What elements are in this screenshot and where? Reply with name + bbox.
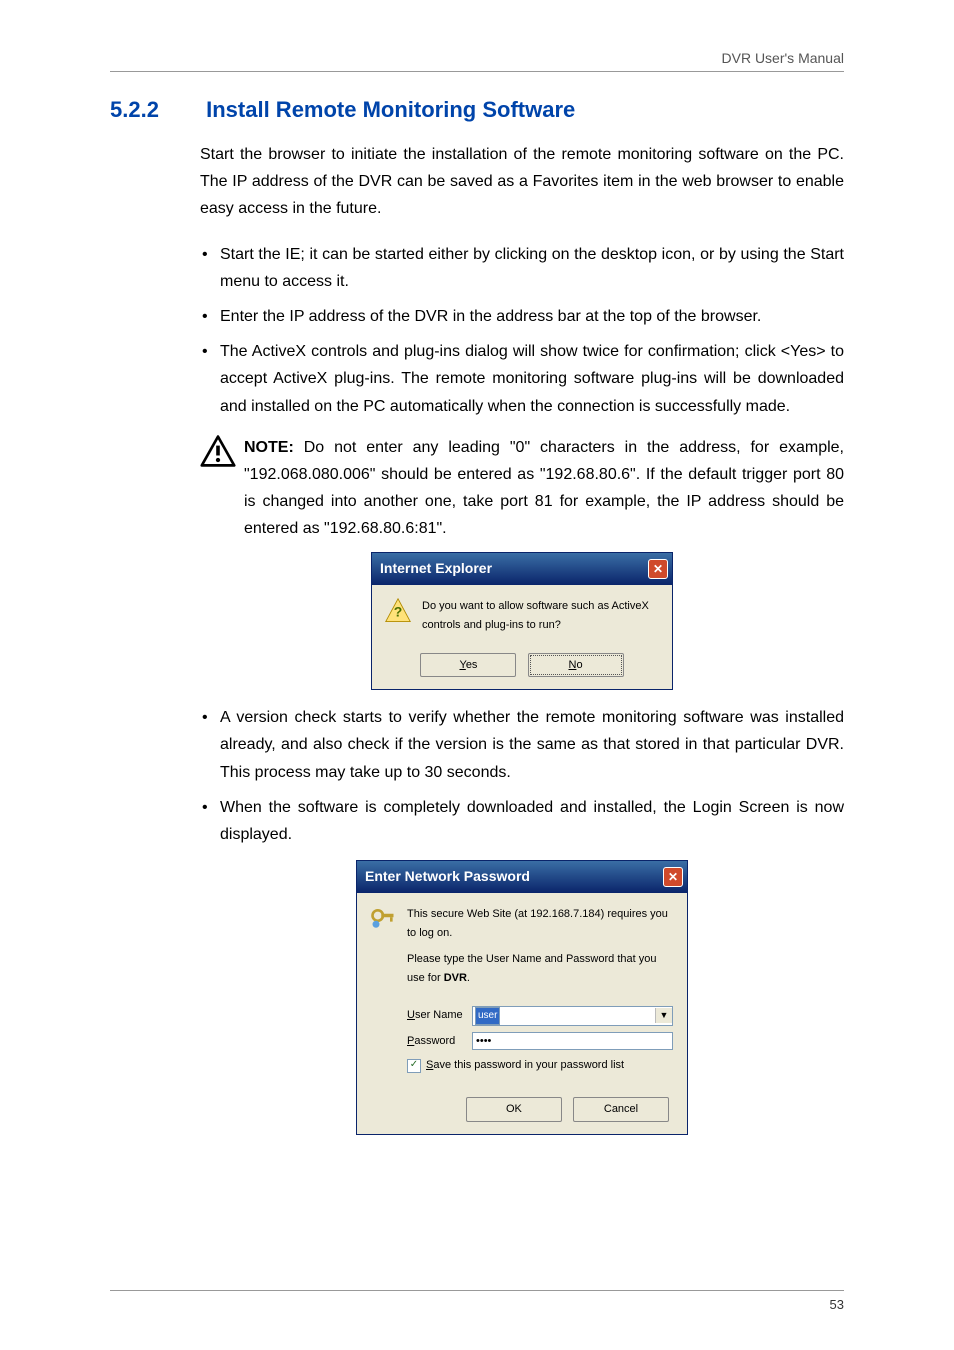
pwd-dialog-title: Enter Network Password: [365, 865, 530, 889]
list-item: When the software is completely download…: [200, 794, 844, 848]
list-item: A version check starts to verify whether…: [200, 704, 844, 786]
note-block: NOTE: Do not enter any leading "0" chara…: [200, 434, 844, 543]
bullet-list-2: A version check starts to verify whether…: [200, 704, 844, 848]
list-item: Enter the IP address of the DVR in the a…: [200, 303, 844, 330]
ie-dialog: Internet Explorer ✕ ? Do you want to all…: [371, 552, 673, 690]
pwd-dialog-buttons: OK Cancel: [357, 1097, 687, 1134]
note-text: NOTE: Do not enter any leading "0" chara…: [238, 434, 844, 543]
note-label: NOTE:: [244, 439, 294, 456]
password-row: Password ••••: [407, 1032, 673, 1051]
ie-dialog-buttons: Yes No: [372, 647, 672, 690]
close-icon[interactable]: ✕: [663, 867, 683, 887]
list-item: The ActiveX controls and plug-ins dialog…: [200, 338, 844, 420]
username-value: user: [475, 1007, 500, 1025]
password-dialog: Enter Network Password ✕ This secure Web: [356, 860, 688, 1135]
pwd-dialog-body: This secure Web Site (at 192.168.7.184) …: [357, 893, 687, 1000]
pwd-dialog-wrap: Enter Network Password ✕ This secure Web: [200, 860, 844, 1135]
username-label: User Name: [407, 1006, 472, 1025]
question-icon: ?: [384, 597, 412, 625]
username-input[interactable]: user ▼: [472, 1006, 673, 1026]
ie-dialog-titlebar: Internet Explorer ✕: [372, 553, 672, 585]
close-icon[interactable]: ✕: [648, 559, 668, 579]
ie-dialog-message: Do you want to allow software such as Ac…: [422, 597, 660, 634]
pwd-dialog-text: This secure Web Site (at 192.168.7.184) …: [407, 905, 675, 988]
note-body: Do not enter any leading "0" characters …: [244, 439, 844, 538]
section-heading: 5.2.2 Install Remote Monitoring Software: [110, 97, 844, 123]
password-label: Password: [407, 1032, 472, 1051]
pwd-line1: This secure Web Site (at 192.168.7.184) …: [407, 905, 675, 942]
list-item: Start the IE; it can be started either b…: [200, 241, 844, 295]
page-container: DVR User's Manual 5.2.2 Install Remote M…: [0, 0, 954, 1350]
yes-button[interactable]: Yes: [420, 653, 516, 678]
section-number: 5.2.2: [110, 97, 200, 123]
chevron-down-icon[interactable]: ▼: [655, 1008, 672, 1023]
save-password-checkbox[interactable]: ✓: [407, 1059, 421, 1073]
warning-icon: [200, 434, 238, 543]
ie-dialog-body: ? Do you want to allow software such as …: [372, 585, 672, 646]
cancel-button[interactable]: Cancel: [573, 1097, 669, 1122]
svg-text:?: ?: [394, 603, 403, 619]
page-footer: 53: [110, 1290, 844, 1312]
pwd-dialog-titlebar: Enter Network Password ✕: [357, 861, 687, 893]
intro-paragraph: Start the browser to initiate the instal…: [200, 141, 844, 223]
no-button[interactable]: No: [528, 653, 624, 678]
save-password-label: Save this password in your password list: [426, 1056, 624, 1075]
pwd-form: User Name user ▼ Password •••• ✓ Save th…: [357, 1006, 687, 1097]
pwd-line2c: .: [467, 972, 470, 984]
pwd-line2: Please type the User Name and Password t…: [407, 950, 675, 987]
ie-dialog-wrap: Internet Explorer ✕ ? Do you want to all…: [200, 552, 844, 690]
bullet-list-1: Start the IE; it can be started either b…: [200, 241, 844, 420]
ie-dialog-title: Internet Explorer: [380, 557, 492, 581]
page-number: 53: [830, 1297, 844, 1312]
password-input[interactable]: ••••: [472, 1032, 673, 1050]
body-content: Start the browser to initiate the instal…: [200, 141, 844, 1135]
section-title-text: Install Remote Monitoring Software: [206, 97, 575, 123]
ok-button[interactable]: OK: [466, 1097, 562, 1122]
save-password-row: ✓ Save this password in your password li…: [407, 1056, 673, 1075]
header-right: DVR User's Manual: [110, 50, 844, 72]
username-row: User Name user ▼: [407, 1006, 673, 1026]
key-icon: [369, 905, 397, 933]
pwd-line2b: DVR: [444, 972, 467, 984]
